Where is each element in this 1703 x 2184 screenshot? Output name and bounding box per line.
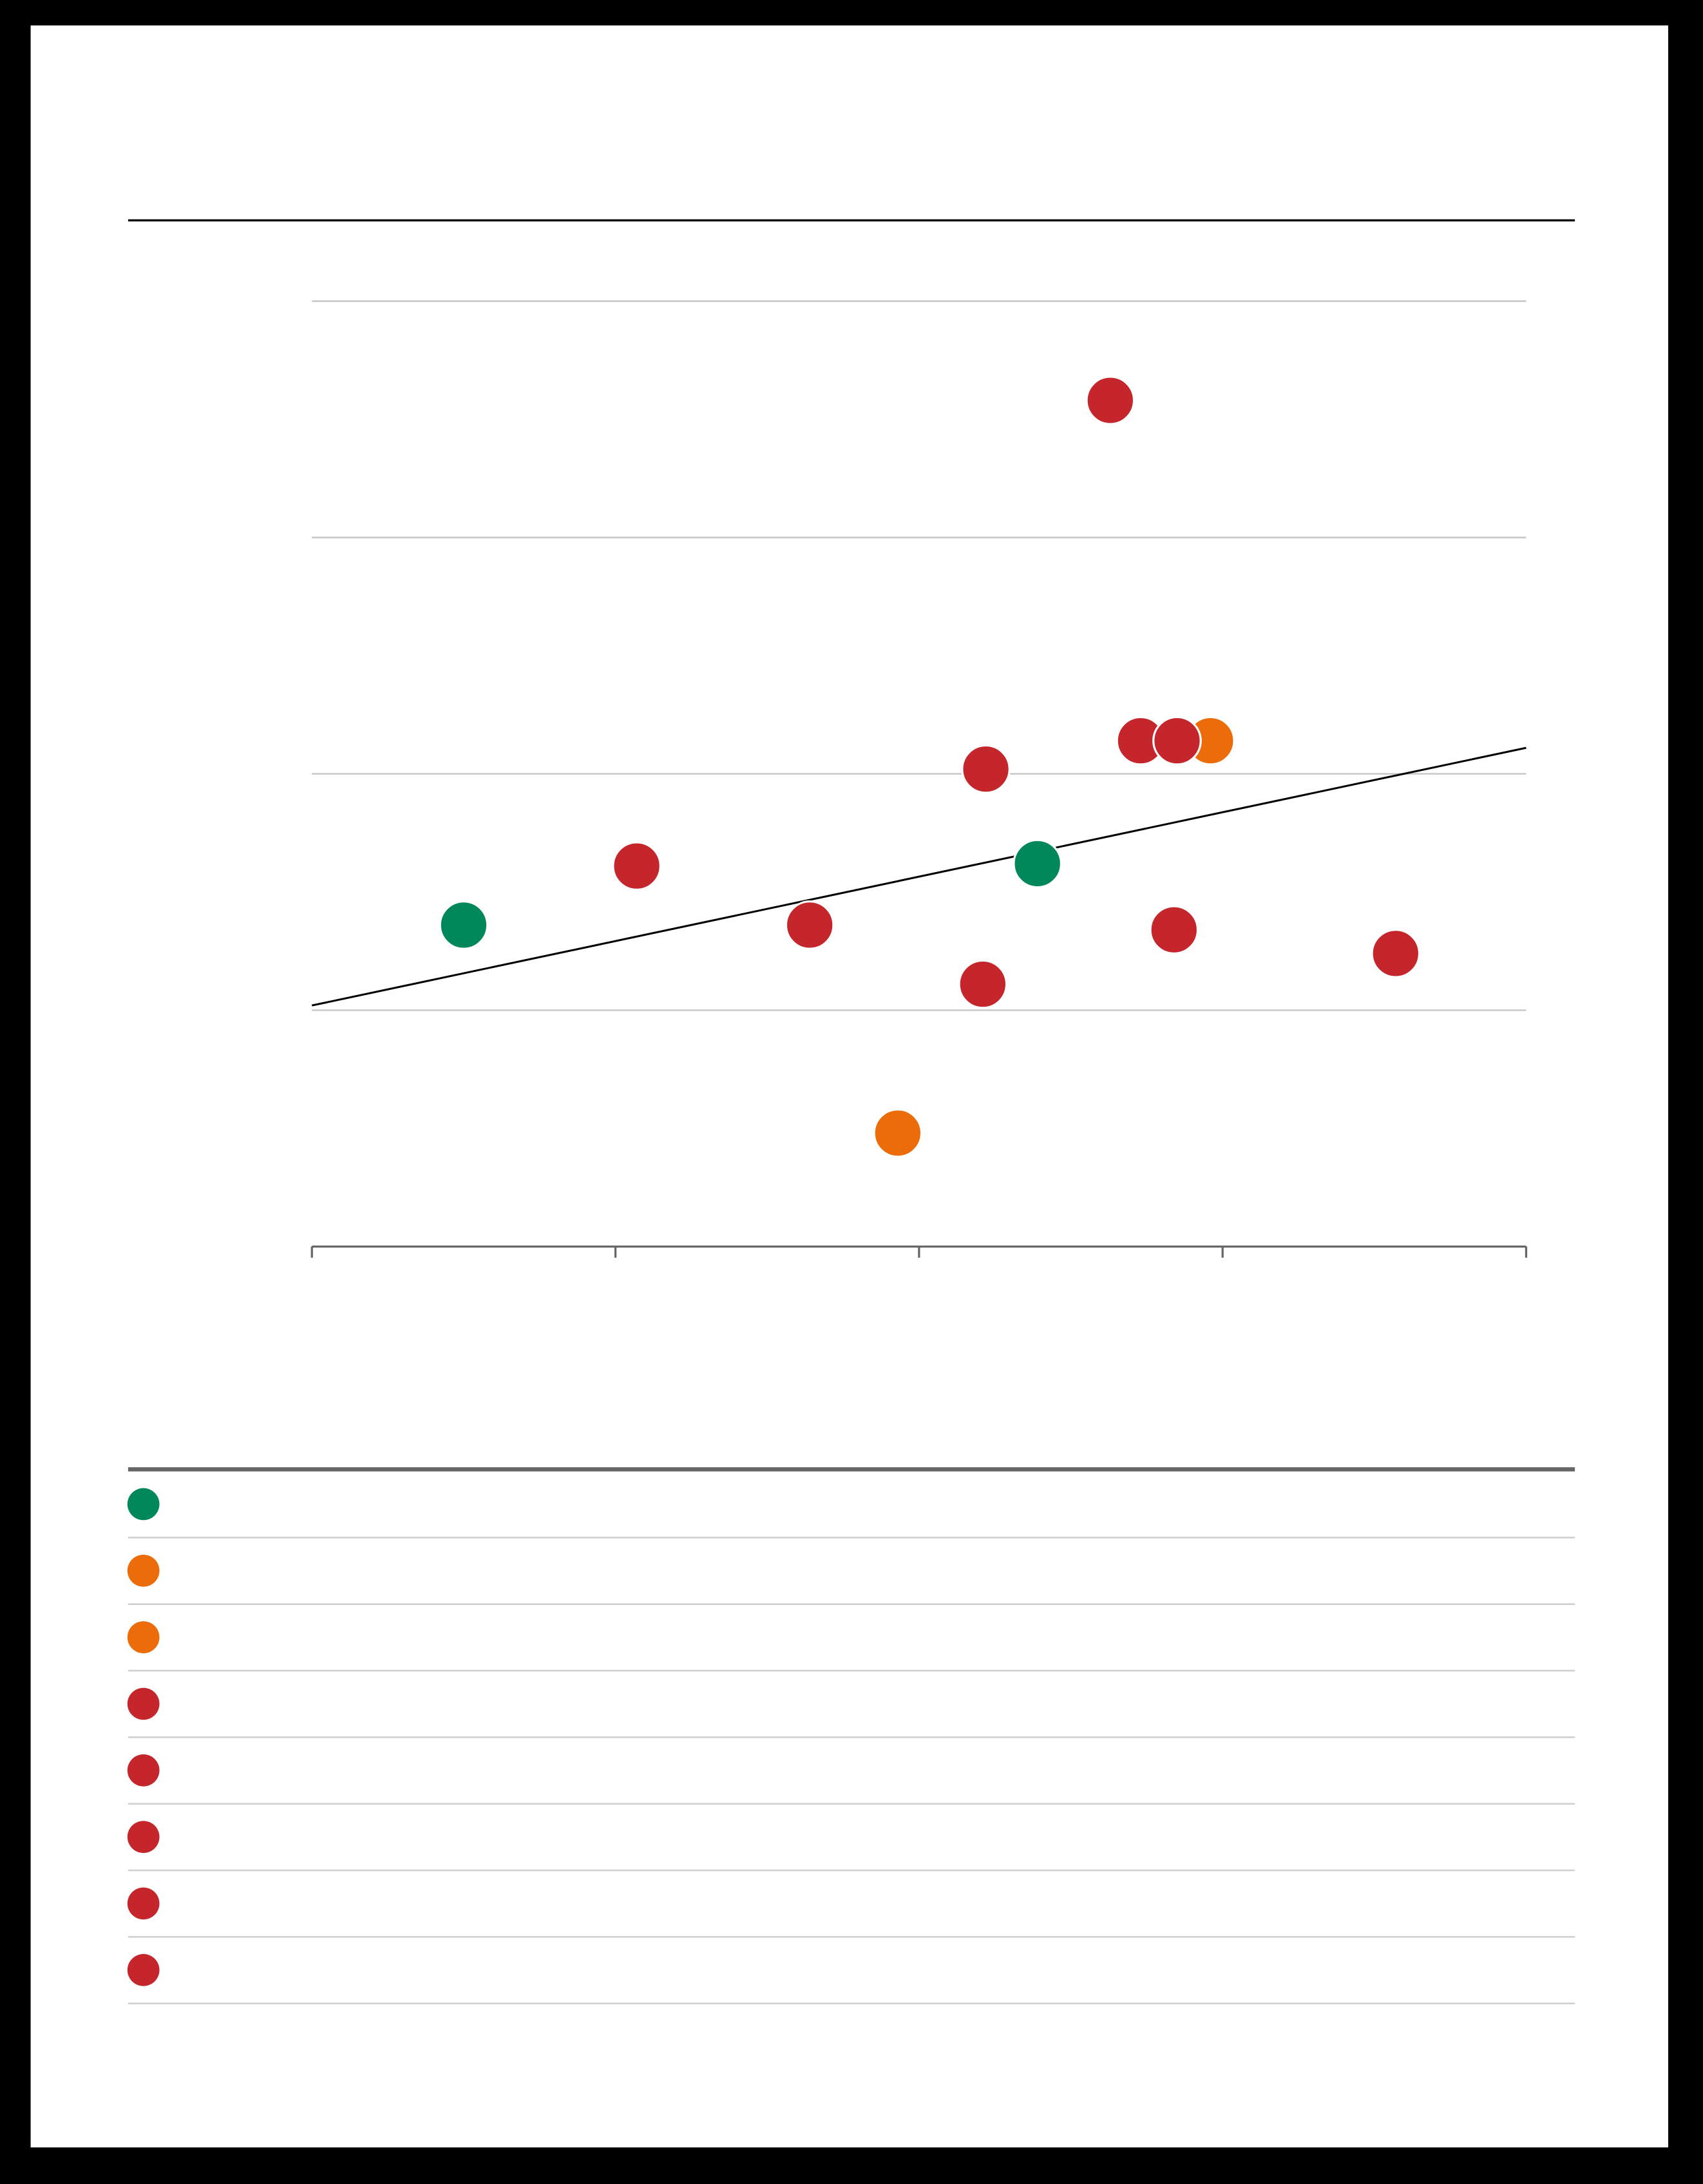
- legend-marker: [127, 1953, 160, 1986]
- point: [1085, 375, 1136, 426]
- legend-marker: [127, 1488, 160, 1521]
- legend-marker: [127, 1887, 160, 1920]
- legend-marker: [127, 1621, 160, 1653]
- point: [958, 959, 1008, 1009]
- point: [873, 1108, 923, 1158]
- legend-marker: [127, 1754, 160, 1787]
- legend-marker: [127, 1554, 160, 1587]
- point: [1152, 716, 1202, 766]
- point: [961, 744, 1011, 794]
- point: [612, 841, 661, 891]
- point: [785, 900, 835, 950]
- point: [1149, 905, 1199, 955]
- legend-marker: [127, 1687, 160, 1720]
- point: [439, 900, 489, 950]
- legend-marker: [127, 1821, 160, 1853]
- point: [1013, 839, 1063, 889]
- point: [1371, 929, 1421, 978]
- page-panel: [30, 25, 1668, 2148]
- trend-line: [311, 746, 1527, 1007]
